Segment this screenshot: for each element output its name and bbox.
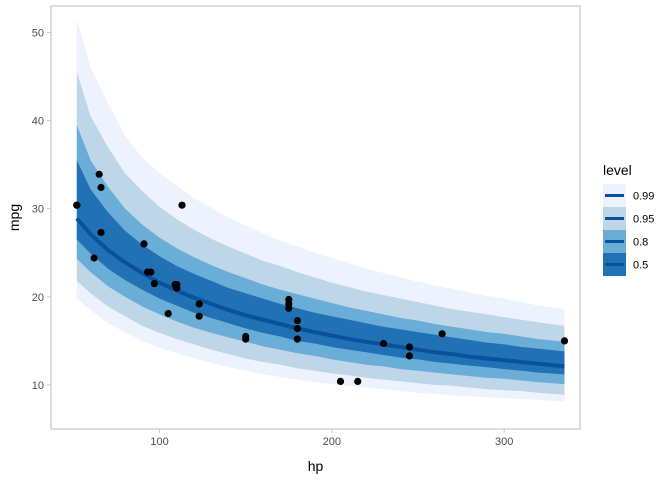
data-point	[195, 312, 203, 320]
x-tick-label: 100	[150, 436, 168, 448]
y-tick-label: 10	[32, 380, 44, 392]
data-point	[150, 280, 158, 288]
data-point	[73, 201, 81, 209]
data-point	[90, 254, 98, 262]
legend: level 0.99 0.95 0.8 0.5	[603, 162, 654, 276]
data-point	[97, 183, 105, 192]
data-point	[285, 304, 293, 312]
data-point	[97, 228, 105, 237]
data-point	[173, 280, 181, 289]
panel-border	[50, 5, 581, 430]
points-layer	[73, 170, 569, 385]
y-tick-label: 50	[32, 27, 44, 39]
legend-entry-0-95: 0.95	[603, 207, 654, 230]
y-tick-label: 20	[32, 292, 44, 304]
data-point	[293, 335, 301, 343]
legend-entry-0-99: 0.99	[603, 184, 654, 207]
legend-label: 0.8	[633, 237, 648, 249]
y-axis-title: mpg	[6, 204, 22, 231]
legend-entry-0-5: 0.5	[603, 253, 648, 276]
legend-label: 0.5	[633, 260, 648, 272]
legend-label: 0.99	[633, 191, 654, 203]
data-point	[242, 335, 250, 343]
legend-title: level	[603, 162, 632, 178]
y-axis: 10 20 30 40 50	[32, 27, 51, 392]
data-point	[164, 310, 172, 318]
data-point	[438, 330, 446, 338]
data-point	[293, 317, 301, 325]
data-point	[147, 268, 155, 276]
data-point	[293, 324, 301, 333]
data-point	[140, 240, 148, 248]
curve-layer	[75, 217, 565, 369]
data-point	[405, 343, 413, 351]
x-tick-label: 200	[323, 436, 341, 448]
data-point	[560, 337, 569, 345]
data-point	[336, 377, 345, 385]
legend-keys: 0.99 0.95 0.8 0.5	[603, 184, 654, 276]
x-tick-label: 300	[495, 436, 513, 448]
data-point	[178, 201, 186, 209]
median-curve	[75, 217, 565, 369]
x-axis-title: hp	[308, 458, 324, 474]
legend-label: 0.95	[633, 214, 654, 226]
data-point	[95, 170, 103, 178]
plot-panel	[50, 5, 581, 430]
data-point	[195, 300, 203, 308]
data-point	[380, 339, 388, 348]
x-axis: 100 200 300	[150, 429, 513, 448]
y-tick-label: 40	[32, 116, 44, 128]
data-point	[405, 352, 413, 360]
data-point	[354, 377, 362, 385]
y-tick-label: 30	[32, 204, 44, 216]
legend-entry-0-8: 0.8	[603, 230, 648, 253]
